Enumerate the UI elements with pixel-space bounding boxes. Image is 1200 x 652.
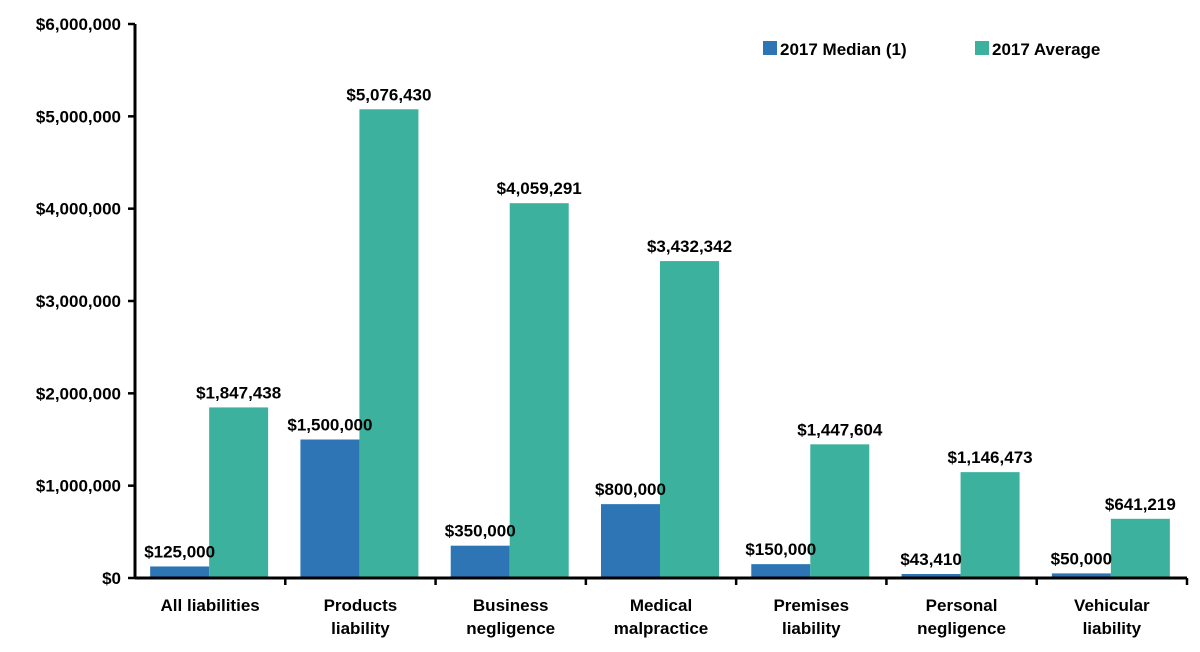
- x-category-label: Personal: [926, 596, 998, 615]
- median-data-label: $350,000: [445, 522, 516, 541]
- x-category-label: liability: [782, 619, 841, 638]
- x-category-label: All liabilities: [161, 596, 260, 615]
- y-tick-label: $3,000,000: [36, 292, 121, 311]
- x-category-label: negligence: [466, 619, 555, 638]
- y-tick-label: $1,000,000: [36, 477, 121, 496]
- average-data-label: $4,059,291: [497, 179, 582, 198]
- average-data-label: $1,146,473: [948, 448, 1033, 467]
- legend-median-swatch: [763, 41, 777, 55]
- median-data-label: $125,000: [144, 542, 215, 561]
- average-bar: [960, 472, 1020, 578]
- average-bar: [359, 109, 419, 578]
- average-bar: [660, 261, 719, 578]
- y-axis: $0 $1,000,000 $2,000,000 $3,000,000 $4,000,0…: [36, 15, 137, 588]
- average-data-label: $1,847,438: [196, 383, 281, 402]
- x-axis: All liabilities Products liability Business…: [135, 576, 1189, 638]
- median-bar: [751, 564, 811, 578]
- x-category-label: Business: [473, 596, 549, 615]
- median-bar: [450, 545, 510, 578]
- bars: [150, 109, 1170, 578]
- average-data-label: $3,432,342: [647, 237, 732, 256]
- y-tick-label: $0: [102, 569, 121, 588]
- average-bar: [1110, 518, 1170, 578]
- x-category-label: negligence: [917, 619, 1006, 638]
- legend-median-label: 2017 Median (1): [780, 40, 907, 59]
- x-category-label: liability: [331, 619, 390, 638]
- x-category-label: Vehicular: [1074, 596, 1150, 615]
- average-bar: [209, 407, 269, 578]
- y-tick-label: $5,000,000: [36, 107, 121, 126]
- y-tick-label: $6,000,000: [36, 15, 121, 34]
- legend-average-swatch: [975, 41, 989, 55]
- average-data-label: $1,447,604: [797, 420, 883, 439]
- median-bar: [601, 504, 660, 578]
- legend: 2017 Median (1) 2017 Average: [763, 40, 1100, 59]
- x-category-label: Premises: [773, 596, 849, 615]
- median-bar: [901, 573, 961, 578]
- median-bar: [150, 566, 210, 578]
- average-data-label: $5,076,430: [346, 85, 431, 104]
- median-bar: [1051, 573, 1111, 578]
- average-bar: [509, 203, 569, 578]
- average-data-label: $641,219: [1105, 495, 1176, 514]
- median-data-label: $150,000: [745, 540, 816, 559]
- legend-average-label: 2017 Average: [992, 40, 1100, 59]
- x-category-label: malpractice: [614, 619, 709, 638]
- data-labels: $125,000 $1,847,438 $1,500,000 $5,076,430 $3…: [144, 85, 1176, 569]
- x-category-label: Medical: [630, 596, 692, 615]
- median-data-label: $43,410: [900, 550, 961, 569]
- x-category-label: liability: [1083, 619, 1142, 638]
- average-bar: [810, 444, 870, 578]
- median-bar: [300, 439, 360, 578]
- x-category-label: Products: [324, 596, 398, 615]
- y-tick-label: $4,000,000: [36, 200, 121, 219]
- y-tick-label: $2,000,000: [36, 384, 121, 403]
- median-data-label: $50,000: [1051, 549, 1112, 568]
- median-data-label: $800,000: [595, 480, 666, 499]
- median-data-label: $1,500,000: [287, 416, 372, 435]
